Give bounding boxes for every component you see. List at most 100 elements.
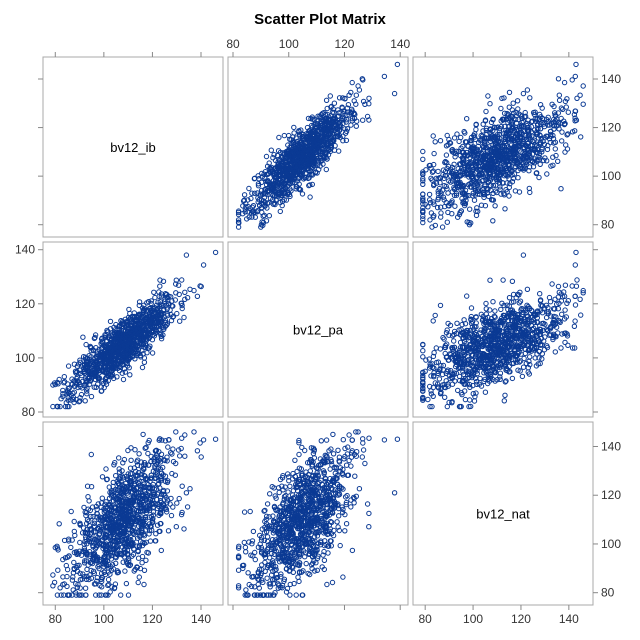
data-point <box>353 92 359 98</box>
data-point <box>296 129 302 135</box>
data-point <box>332 143 338 149</box>
data-point <box>285 171 291 178</box>
data-point <box>277 199 283 206</box>
data-point <box>254 208 261 214</box>
panel-bv12_nat-vs-bv12_nat <box>412 421 594 606</box>
data-point <box>258 187 265 194</box>
data-point <box>308 160 314 166</box>
data-point <box>335 107 341 113</box>
data-point <box>255 173 261 179</box>
data-point <box>282 171 288 178</box>
data-point <box>381 73 388 80</box>
data-point <box>322 118 329 124</box>
scatter-bv12_ib-vs-bv12_nat <box>420 61 586 230</box>
data-point <box>274 152 281 159</box>
data-point <box>303 140 309 146</box>
data-point <box>264 191 270 198</box>
data-point <box>244 216 250 222</box>
data-point <box>311 145 317 152</box>
data-point <box>260 198 267 204</box>
data-point <box>309 181 315 188</box>
data-point <box>272 165 278 172</box>
data-point <box>249 190 255 196</box>
data-point <box>256 176 262 182</box>
data-point <box>308 152 314 158</box>
data-point <box>289 162 295 168</box>
data-point <box>293 171 299 178</box>
data-point <box>276 134 282 141</box>
data-point <box>308 122 315 129</box>
data-point <box>287 144 293 151</box>
data-point <box>336 113 342 119</box>
data-point <box>252 190 258 197</box>
data-point <box>255 195 261 201</box>
data-point <box>355 83 361 89</box>
data-point <box>275 159 281 165</box>
data-point <box>255 181 262 187</box>
data-point <box>353 123 359 129</box>
data-point <box>334 133 340 139</box>
data-point <box>307 182 313 188</box>
data-point <box>271 152 277 158</box>
data-point <box>297 187 304 193</box>
data-point <box>264 188 271 194</box>
data-point <box>299 136 305 142</box>
data-point <box>323 166 329 173</box>
data-point <box>339 104 345 110</box>
data-point <box>327 93 333 99</box>
data-point <box>322 111 328 118</box>
data-point <box>308 171 315 178</box>
data-point <box>258 224 264 230</box>
data-point <box>259 219 265 225</box>
data-point <box>296 165 302 171</box>
data-point <box>364 113 371 120</box>
data-point <box>263 181 270 188</box>
data-point <box>298 153 304 159</box>
ticks-layer <box>38 52 598 610</box>
data-point <box>246 185 252 192</box>
scatter-bv12_ib-vs-bv12_pa <box>235 61 401 230</box>
data-point <box>349 108 355 114</box>
data-point <box>248 195 254 202</box>
data-point <box>348 109 354 116</box>
data-point <box>277 164 283 170</box>
data-point <box>561 79 568 86</box>
data-point <box>314 135 320 142</box>
data-point <box>344 126 351 132</box>
data-point <box>287 177 293 184</box>
data-point <box>336 95 343 101</box>
data-point <box>270 201 277 207</box>
data-point <box>279 179 285 186</box>
data-point <box>303 170 310 177</box>
data-point <box>342 130 349 136</box>
data-point <box>349 79 355 86</box>
data-point <box>325 128 332 134</box>
data-point <box>283 148 290 155</box>
data-point <box>345 102 352 108</box>
data-point <box>279 187 285 193</box>
data-point <box>331 100 338 106</box>
data-point <box>343 137 350 144</box>
data-point <box>283 161 290 167</box>
data-point <box>277 208 283 215</box>
data-point <box>328 103 335 110</box>
data-point <box>342 108 348 115</box>
data-point <box>290 138 296 144</box>
data-point <box>325 152 332 158</box>
data-point <box>323 136 330 142</box>
data-point <box>320 161 326 167</box>
data-point <box>286 191 293 198</box>
data-point <box>294 184 300 190</box>
data-point <box>273 177 279 184</box>
data-point <box>314 138 320 145</box>
data-point <box>293 145 299 152</box>
data-point <box>307 194 313 200</box>
data-point <box>291 124 297 131</box>
data-point <box>394 61 401 68</box>
data-point <box>268 147 274 153</box>
data-point <box>328 122 334 128</box>
data-point <box>263 153 270 160</box>
data-point <box>343 117 350 123</box>
data-point <box>360 98 367 105</box>
data-point <box>299 191 306 197</box>
